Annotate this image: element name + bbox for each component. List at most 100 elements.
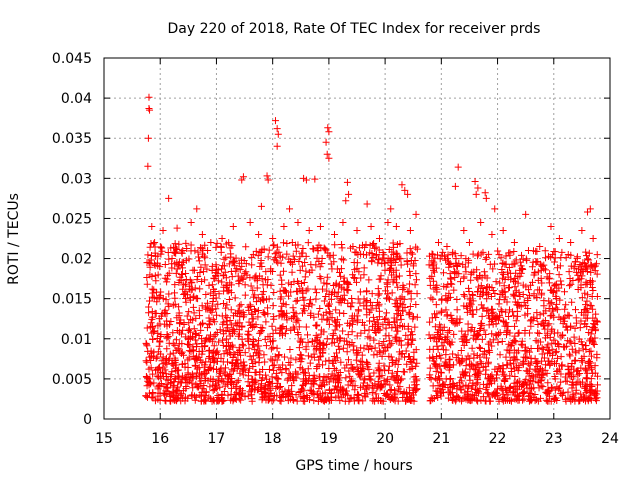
data-point [301, 273, 309, 281]
data-point [353, 332, 361, 340]
data-point [148, 393, 156, 401]
data-point [399, 285, 407, 293]
data-point [444, 251, 452, 259]
data-point [323, 341, 331, 349]
data-point [310, 245, 318, 253]
data-point [461, 372, 469, 380]
data-point [537, 338, 545, 346]
data-point [579, 259, 587, 267]
data-point [585, 395, 593, 403]
data-point [442, 335, 450, 343]
data-point [454, 163, 462, 171]
data-point [164, 249, 172, 257]
data-point [395, 348, 403, 356]
data-point [582, 374, 590, 382]
data-point [403, 360, 411, 368]
data-point [444, 394, 452, 402]
data-point [315, 241, 323, 249]
data-point [476, 367, 484, 375]
data-point [380, 362, 388, 370]
data-point [239, 342, 247, 350]
data-point [242, 260, 250, 268]
data-point [502, 319, 510, 327]
data-point [196, 268, 204, 276]
data-point [280, 267, 288, 275]
data-point [278, 276, 286, 284]
data-point [155, 363, 163, 371]
data-point [571, 356, 579, 364]
data-point [388, 324, 396, 332]
data-point [524, 297, 532, 305]
data-point [177, 330, 185, 338]
data-point [453, 306, 461, 314]
data-point [591, 317, 599, 325]
data-point [264, 304, 272, 312]
data-point [198, 320, 206, 328]
data-point [297, 387, 305, 395]
data-point [505, 385, 513, 393]
data-point [223, 301, 231, 309]
data-point [257, 259, 265, 267]
data-point [426, 345, 434, 353]
data-point [187, 241, 195, 249]
data-point [262, 318, 270, 326]
data-points [142, 93, 602, 405]
data-point [430, 260, 438, 268]
data-point [260, 351, 268, 359]
data-point [150, 240, 158, 248]
data-point [395, 336, 403, 344]
data-point [502, 252, 510, 260]
data-point [355, 268, 363, 276]
data-point [292, 297, 300, 305]
x-tick-label: 23 [545, 431, 563, 447]
data-point [431, 323, 439, 331]
data-point [319, 361, 327, 369]
data-point [370, 351, 378, 359]
data-point [532, 337, 540, 345]
data-point [300, 278, 308, 286]
data-point [426, 354, 434, 362]
data-point [577, 281, 585, 289]
data-point [246, 301, 254, 309]
data-point [428, 314, 436, 322]
data-point [185, 347, 193, 355]
data-point [372, 243, 380, 251]
data-point [479, 304, 487, 312]
data-point [165, 339, 173, 347]
data-point [334, 372, 342, 380]
data-point [480, 268, 488, 276]
data-point [540, 322, 548, 330]
data-point [383, 309, 391, 317]
data-point [393, 279, 401, 287]
data-point [540, 265, 548, 273]
data-point [531, 268, 539, 276]
data-point [537, 377, 545, 385]
data-point [547, 383, 555, 391]
data-point [546, 300, 554, 308]
data-point [366, 317, 374, 325]
data-point [244, 368, 252, 376]
data-point [162, 390, 170, 398]
plot-frame [103, 57, 611, 420]
data-point [196, 285, 204, 293]
data-point [556, 384, 564, 392]
x-axis-label: GPS time / hours [295, 458, 412, 474]
data-point [407, 289, 415, 297]
data-point [342, 374, 350, 382]
data-point [151, 239, 159, 247]
data-point [340, 291, 348, 299]
data-point [179, 285, 187, 293]
data-point [157, 250, 165, 258]
data-point [464, 394, 472, 402]
data-point [313, 321, 321, 329]
data-point [193, 205, 201, 213]
x-tick-label: 20 [376, 431, 394, 447]
data-point [156, 368, 164, 376]
data-point [586, 388, 594, 396]
data-point [258, 380, 266, 388]
data-point [409, 315, 417, 323]
data-point [386, 387, 394, 395]
data-point [270, 315, 278, 323]
data-point [465, 287, 473, 295]
data-point [363, 200, 371, 208]
